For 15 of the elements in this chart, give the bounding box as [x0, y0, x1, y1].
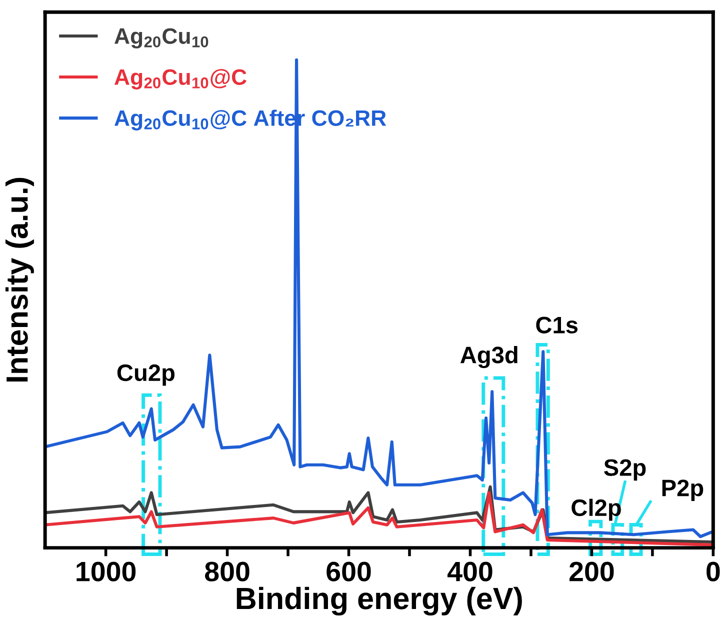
- annotation: P2p: [662, 480, 704, 501]
- legend-label: Ag$_{20}$Cu$_{10}$: [114, 28, 208, 48]
- x-axis-title: Binding energy (eV): [236, 586, 522, 616]
- y-axis-title: Intensity (a.u.): [5, 178, 34, 382]
- x-tick-label: 600: [326, 562, 371, 582]
- x-tick-label: 800: [204, 562, 250, 582]
- x-tick-label: 400: [447, 562, 492, 582]
- legend-label: Ag$_{20}$Cu$_{10}$@C: [114, 68, 247, 90]
- x-tick-label: 0: [706, 562, 720, 582]
- x-tick-label: 1000: [76, 562, 136, 582]
- annotation: C1s: [536, 316, 578, 334]
- annotation: Cu2p: [117, 364, 175, 386]
- annotation: Ag3d: [460, 346, 518, 368]
- annotation: S2p: [604, 459, 646, 481]
- x-tick-label: 200: [570, 562, 614, 582]
